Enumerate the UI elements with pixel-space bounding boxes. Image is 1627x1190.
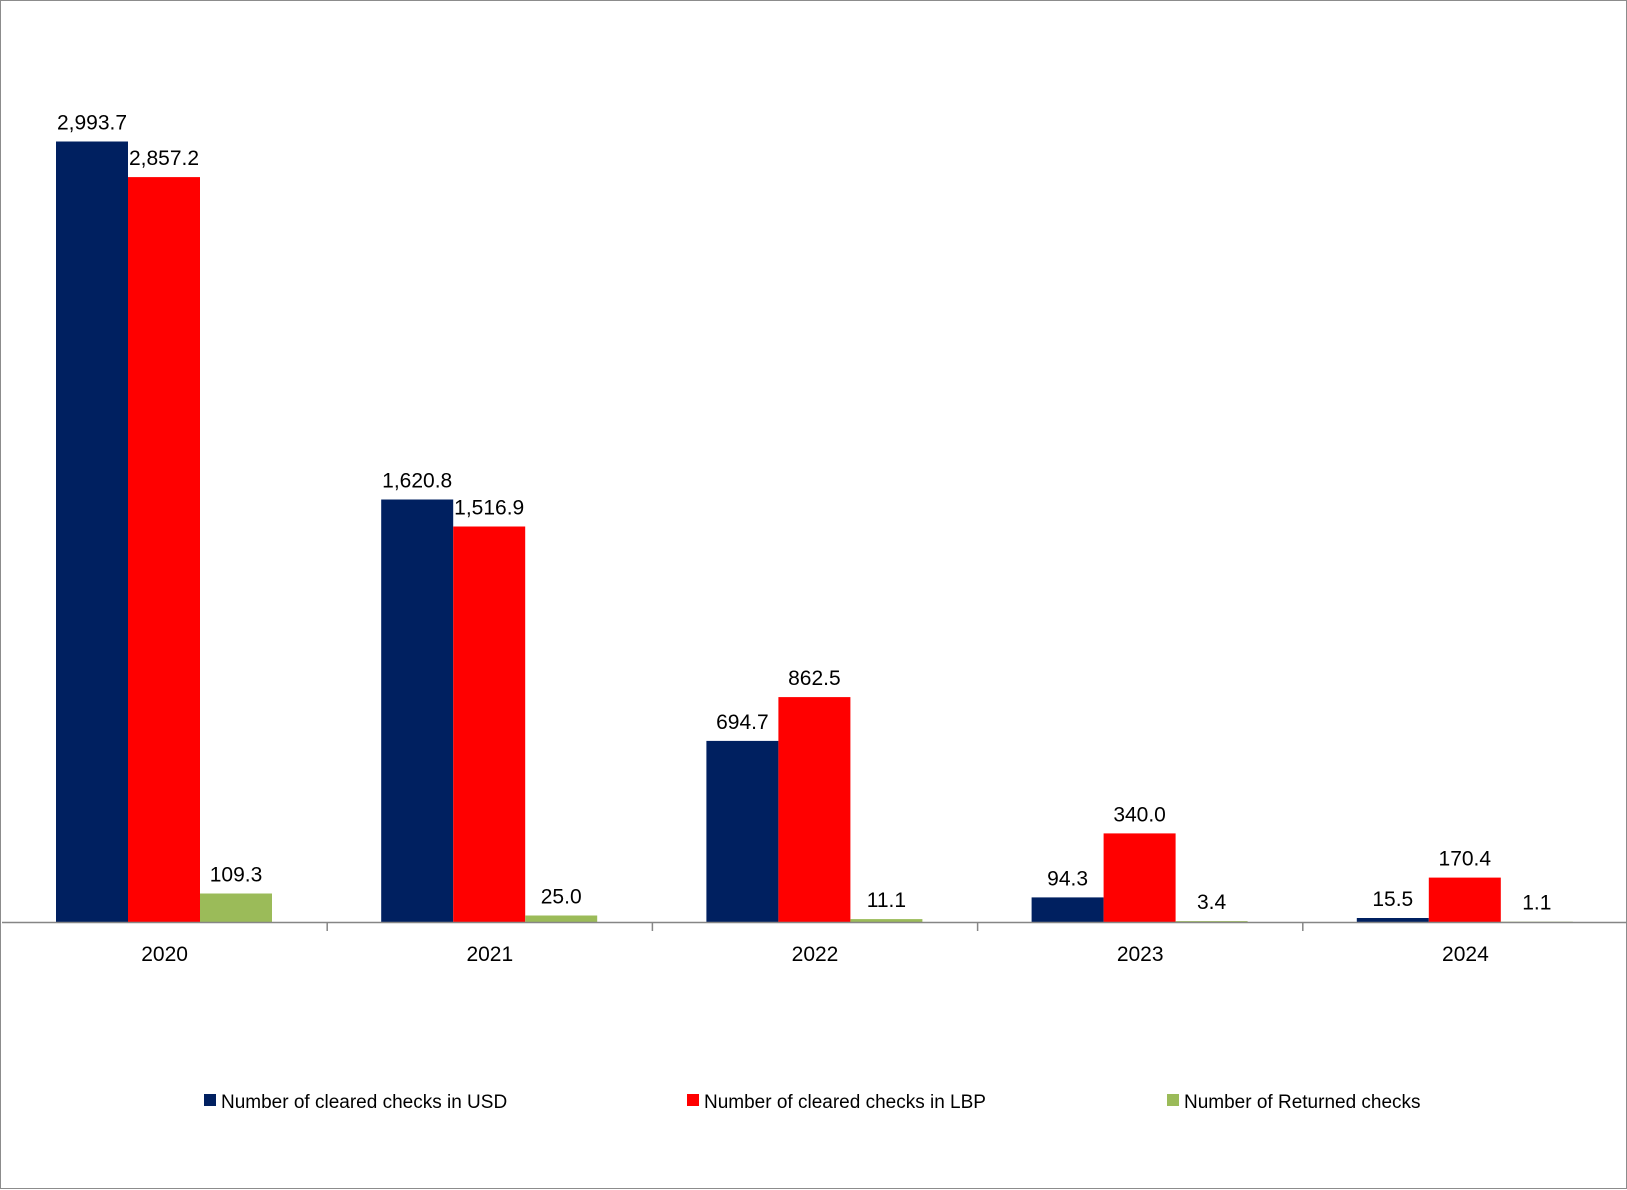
data-label-series-1-2022: 694.7 bbox=[716, 711, 769, 734]
legend-label-2: Number of cleared checks in LBP bbox=[704, 1092, 986, 1113]
data-label-series-1-2021: 1,620.8 bbox=[382, 470, 452, 493]
x-tick-label-2020: 2020 bbox=[141, 943, 188, 966]
bar-series-2-2024 bbox=[1428, 877, 1501, 922]
data-label-series-2-2022: 862.5 bbox=[788, 667, 841, 690]
legend-label-3: Number of Returned checks bbox=[1184, 1092, 1421, 1113]
bar-series-3-2020 bbox=[200, 893, 272, 922]
x-tick-label-2024: 2024 bbox=[1442, 943, 1489, 966]
data-label-series-2-2021: 1,516.9 bbox=[454, 497, 524, 520]
data-label-series-3-2022: 11.1 bbox=[867, 889, 906, 912]
x-axis: 2020 2021 2022 2023 2024 bbox=[2, 921, 1627, 966]
bar-series-1-2024 bbox=[1356, 918, 1429, 922]
x-tick-label-2021: 2021 bbox=[466, 943, 513, 966]
data-label-series-2-2020: 2,857.2 bbox=[129, 147, 199, 170]
bar-series-2-2023 bbox=[1103, 833, 1176, 922]
bar-series-2-2022 bbox=[778, 697, 851, 922]
bar-series-2-2021 bbox=[453, 526, 526, 922]
x-tick-label-2023: 2023 bbox=[1117, 943, 1164, 966]
bar-series-1-2020 bbox=[56, 141, 128, 922]
data-label-series-3-2024: 1.1 bbox=[1522, 892, 1551, 915]
bar-series-2-2020 bbox=[128, 177, 200, 923]
data-label-series-1-2024: 15.5 bbox=[1372, 888, 1413, 911]
bar-series-3-2022 bbox=[850, 919, 923, 922]
legend-swatch-2 bbox=[687, 1094, 699, 1106]
data-label-series-3-2021: 25.0 bbox=[541, 886, 582, 909]
legend-label-1: Number of cleared checks in USD bbox=[221, 1092, 507, 1113]
data-label-series-3-2020: 109.3 bbox=[210, 864, 263, 887]
legend-swatch-1 bbox=[204, 1094, 216, 1106]
data-label-series-1-2023: 94.3 bbox=[1047, 867, 1088, 890]
bar-series-3-2023 bbox=[1175, 921, 1248, 922]
legend: Number of cleared checks in USD Number of… bbox=[204, 1092, 1421, 1113]
legend-swatch-3 bbox=[1167, 1094, 1179, 1106]
bars-layer bbox=[56, 141, 1573, 923]
x-tick-label-2022: 2022 bbox=[792, 943, 839, 966]
data-label-series-2-2023: 340.0 bbox=[1113, 803, 1166, 826]
data-labels-layer: 2,993.72,857.2 109.3 1,620.81,516.9 25.0 694… bbox=[57, 112, 1551, 915]
data-label-series-3-2023: 3.4 bbox=[1197, 891, 1227, 914]
bar-series-1-2022 bbox=[706, 740, 779, 922]
data-label-series-2-2024: 170.4 bbox=[1439, 848, 1492, 871]
bar-series-1-2023 bbox=[1031, 897, 1104, 922]
data-label-series-1-2020: 2,993.7 bbox=[57, 112, 127, 135]
bar-series-3-2021 bbox=[525, 915, 598, 922]
bar-series-1-2021 bbox=[381, 499, 454, 922]
